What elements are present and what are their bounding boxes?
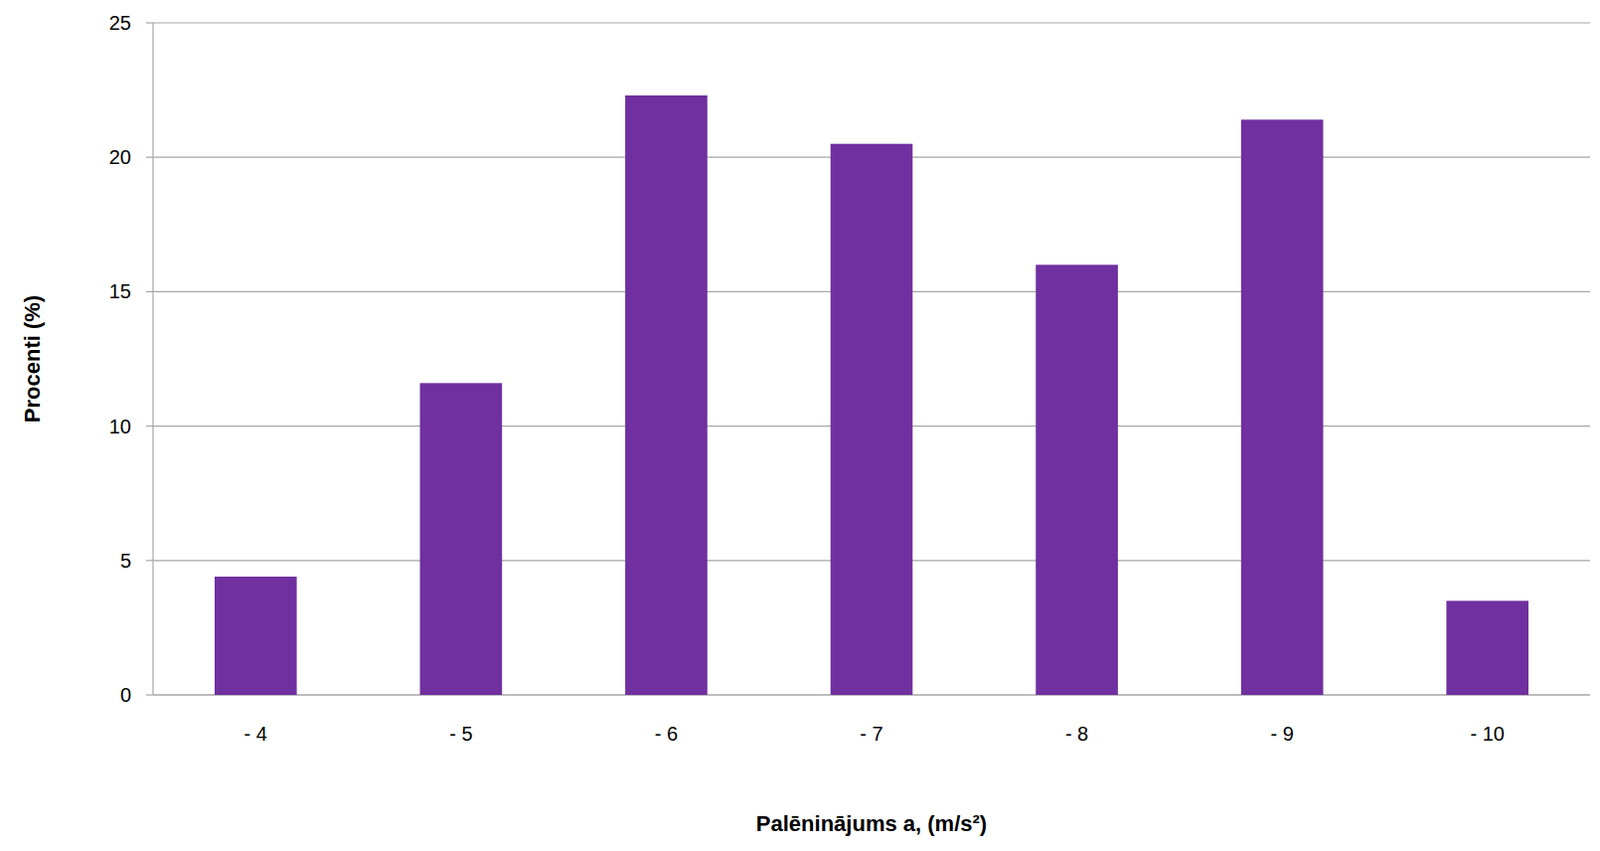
y-tick (146, 291, 154, 293)
x-axis-title: Palēninājums a, (m/s²) (756, 810, 987, 836)
y-tick-label: 10 (109, 415, 132, 438)
y-axis (152, 22, 154, 695)
y-tick (146, 559, 154, 561)
x-tick-label: - 9 (1270, 722, 1293, 745)
chart: 0 5 10 15 20 25 - 4 - 5 - 6 - 7 - 8 - 9 - 10 Palēninā… (0, 0, 1600, 851)
y-axis-title: Procenti (%) (19, 295, 45, 423)
bars (214, 95, 1529, 695)
x-tick-label: - 10 (1469, 722, 1504, 745)
bar (830, 144, 914, 695)
y-tick-label: 25 (109, 11, 132, 34)
x-tick-label: - 4 (244, 722, 268, 745)
y-tick-label: 15 (109, 280, 132, 303)
bar (625, 95, 708, 695)
y-tick (146, 21, 154, 23)
bar (1445, 600, 1529, 695)
y-tick (146, 693, 154, 695)
bar (1241, 119, 1324, 695)
y-tick-label: 5 (120, 549, 132, 572)
x-tick-label: - 5 (449, 722, 473, 745)
y-tick-label: 20 (109, 146, 132, 168)
bar (214, 576, 298, 695)
bar (420, 382, 503, 695)
y-tick-label: 0 (120, 683, 132, 706)
x-tick-label: - 8 (1065, 722, 1089, 745)
y-tick (146, 157, 154, 159)
x-tick-label: - 6 (654, 722, 678, 745)
y-tick (146, 425, 154, 427)
x-tick-label: - 7 (859, 722, 883, 745)
grid-line (153, 21, 1591, 23)
bar (1035, 264, 1119, 695)
